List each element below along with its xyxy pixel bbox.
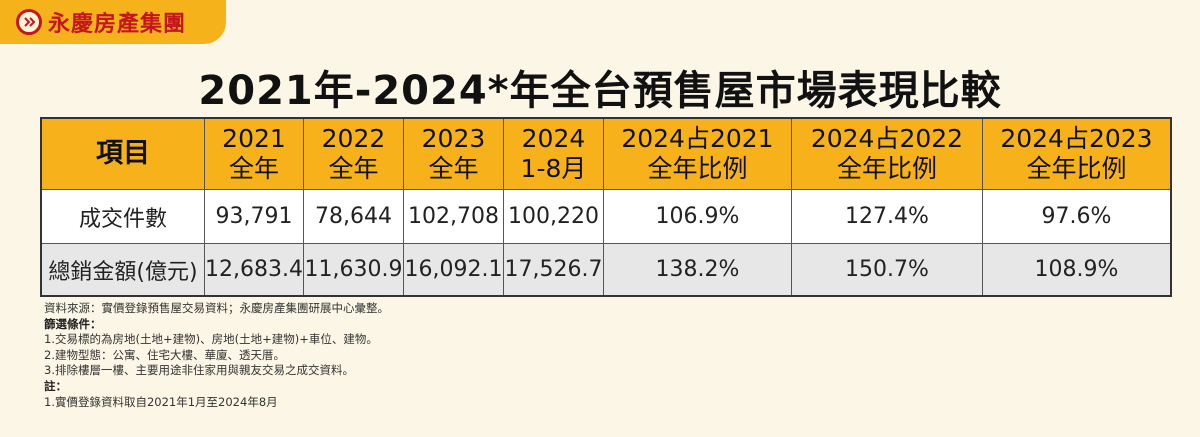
header-cell-ratio-2023: 2024占2023 全年比例 (981, 117, 1172, 190)
note-item: 1.實價登錄資料取自2021年1月至2024年8月 (44, 394, 278, 409)
header-line2: 全年比例 (647, 154, 748, 183)
table-row: 成交件數 93,791 78,644 102,708 100,220 106.9… (40, 189, 1172, 244)
header-label: 項目 (96, 138, 150, 169)
header-line1: 2021 (222, 124, 286, 153)
header-cell-item: 項目 (40, 117, 205, 190)
filter-item: 2.建物型態：公寓、住宅大樓、華廈、透天厝。 (44, 347, 285, 362)
header-cell-ratio-2022: 2024占2022 全年比例 (790, 117, 983, 190)
header-line1: 2023 (421, 124, 486, 153)
table-cell: 17,526.7 (502, 243, 604, 297)
header-line1: 2024 (521, 124, 586, 153)
brand-badge: 永慶房產集團 (0, 0, 226, 44)
table-header-row: 項目 2021 全年 2022 全年 2023 全年 2024 1-8月 2024占20… (40, 117, 1172, 190)
table-cell: 106.9% (602, 189, 792, 244)
table-row: 總銷金額(億元) 12,683.4 11,630.9 16,092.1 17,5… (40, 243, 1172, 297)
header-cell-2022: 2022 全年 (302, 117, 404, 190)
row-label: 總銷金額(億元) (40, 243, 205, 297)
header-cell-2021: 2021 全年 (204, 117, 304, 190)
source-note: 資料來源：實價登錄預售屋交易資料；永慶房產集團研展中心彙整。 (44, 301, 389, 315)
table-cell: 102,708 (402, 189, 504, 244)
header-cell-2024: 2024 1-8月 (502, 117, 604, 190)
table-cell: 93,791 (204, 189, 304, 244)
header-line2: 全年 (428, 154, 479, 183)
header-line1: 2024占2021 (621, 124, 774, 153)
page-title: 2021年-2024*年全台預售屋市場表現比較 (198, 68, 1002, 114)
note-title: 註： (44, 378, 67, 393)
table-cell: 150.7% (790, 243, 983, 297)
table-cell: 11,630.9 (302, 243, 404, 297)
header-cell-2023: 2023 全年 (402, 117, 504, 190)
brand-name: 永慶房產集團 (48, 12, 187, 37)
header-line2: 全年比例 (836, 154, 937, 183)
filter-item: 3.排除樓層一樓、主要用途非住家用與親友交易之成交資料。 (44, 363, 354, 378)
header-line2: 1-8月 (520, 154, 587, 183)
table-cell: 127.4% (790, 189, 983, 244)
header-line2: 全年比例 (1026, 154, 1127, 183)
header-cell-ratio-2021: 2024占2021 全年比例 (602, 117, 792, 190)
table-cell: 97.6% (981, 189, 1172, 244)
header-line2: 全年 (328, 154, 379, 183)
header-line1: 2024占2023 (1000, 124, 1153, 153)
header-line1: 2024占2022 (810, 124, 964, 153)
header-line1: 2022 (321, 124, 386, 153)
table-cell: 100,220 (502, 189, 604, 244)
header-line2: 全年 (228, 154, 279, 183)
table-cell: 78,644 (302, 189, 404, 244)
brand-logo-icon (16, 9, 42, 35)
filter-title: 篩選條件： (44, 316, 102, 331)
table-cell: 16,092.1 (402, 243, 504, 297)
comparison-table: 項目 2021 全年 2022 全年 2023 全年 2024 1-8月 2024占20… (40, 117, 1172, 297)
notes-section: 資料來源：實價登錄預售屋交易資料；永慶房產集團研展中心彙整。 篩選條件： 1.交… (44, 301, 389, 410)
table-cell: 12,683.4 (204, 243, 304, 297)
filter-item: 1.交易標的為房地(土地+建物)、房地(土地+建物)+車位、建物。 (44, 332, 378, 347)
table-cell: 138.2% (602, 243, 792, 297)
table-cell: 108.9% (981, 243, 1172, 297)
row-label: 成交件數 (40, 189, 205, 244)
